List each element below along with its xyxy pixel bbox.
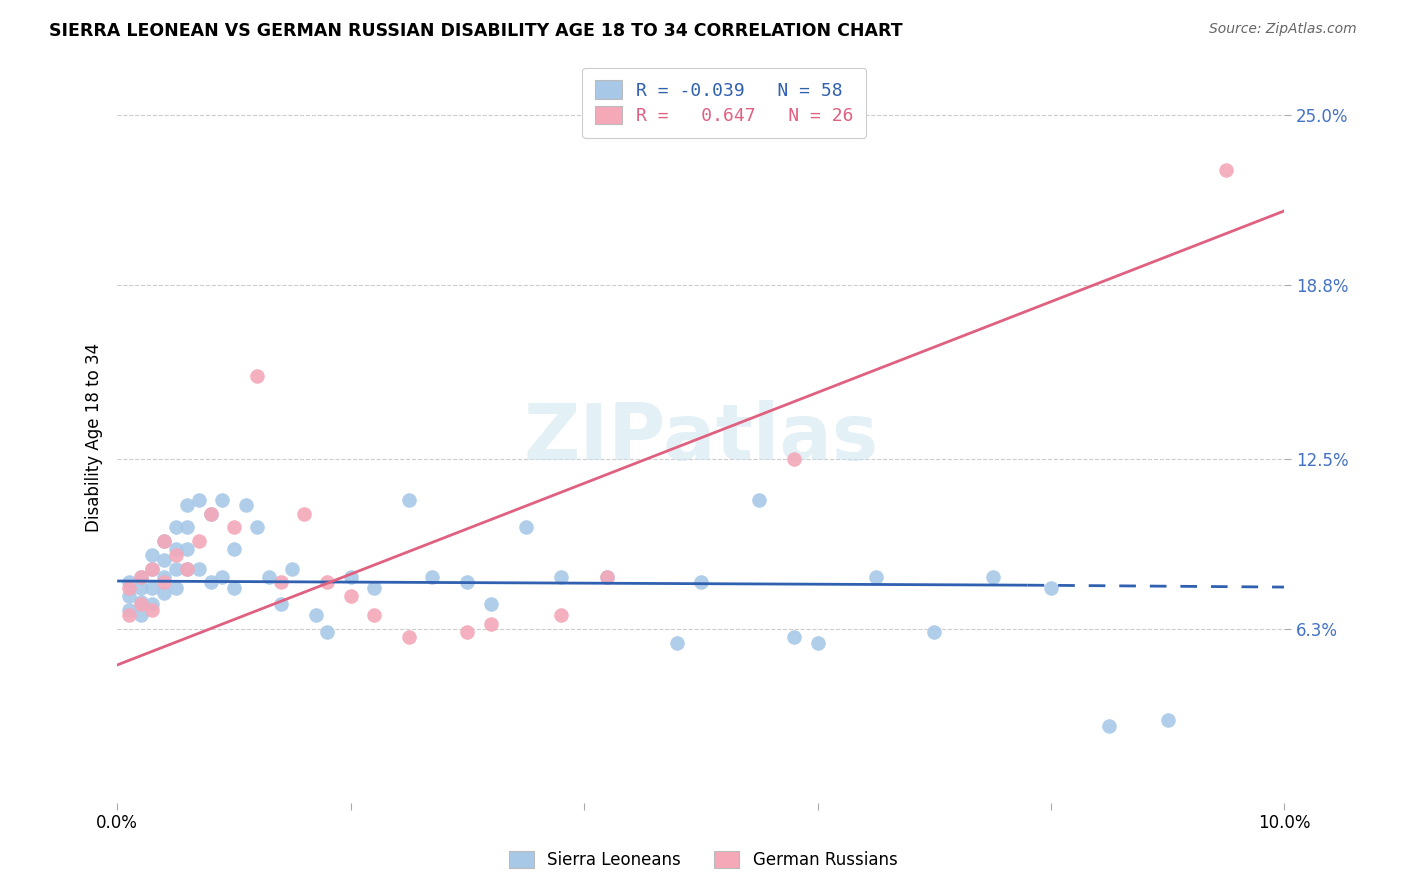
Point <box>141 603 163 617</box>
Point <box>118 603 141 617</box>
Point <box>270 598 292 612</box>
Point <box>153 553 176 567</box>
Point <box>316 624 339 639</box>
Point <box>304 608 326 623</box>
Point <box>153 534 176 549</box>
Point <box>689 575 711 590</box>
Legend: R = -0.039   N = 58, R =   0.647   N = 26: R = -0.039 N = 58, R = 0.647 N = 26 <box>582 68 866 138</box>
Point <box>211 570 233 584</box>
Point <box>456 624 478 639</box>
Y-axis label: Disability Age 18 to 34: Disability Age 18 to 34 <box>86 343 103 533</box>
Point <box>118 575 141 590</box>
Point <box>246 520 269 534</box>
Point <box>222 520 245 534</box>
Point <box>420 570 443 584</box>
Point <box>129 598 152 612</box>
Text: SIERRA LEONEAN VS GERMAN RUSSIAN DISABILITY AGE 18 TO 34 CORRELATION CHART: SIERRA LEONEAN VS GERMAN RUSSIAN DISABIL… <box>49 22 903 40</box>
Point <box>865 570 887 584</box>
Point <box>165 548 187 562</box>
Point <box>292 507 315 521</box>
Point <box>176 520 198 534</box>
Point <box>596 570 619 584</box>
Point <box>257 570 280 584</box>
Point <box>165 520 187 534</box>
Point <box>281 561 304 575</box>
Point <box>141 561 163 575</box>
Point <box>806 636 828 650</box>
Point <box>200 507 222 521</box>
Point <box>456 575 478 590</box>
Point <box>235 499 257 513</box>
Point <box>1156 713 1178 727</box>
Point <box>515 520 537 534</box>
Point <box>1039 581 1062 595</box>
Point <box>153 534 176 549</box>
Point <box>165 561 187 575</box>
Point <box>246 369 269 384</box>
Point <box>1098 718 1121 732</box>
Point <box>153 575 176 590</box>
Point <box>316 575 339 590</box>
Point <box>176 542 198 557</box>
Point <box>222 542 245 557</box>
Point <box>165 581 187 595</box>
Point <box>398 631 420 645</box>
Point <box>141 581 163 595</box>
Point <box>118 581 141 595</box>
Point <box>363 581 385 595</box>
Text: Source: ZipAtlas.com: Source: ZipAtlas.com <box>1209 22 1357 37</box>
Text: ZIPatlas: ZIPatlas <box>523 400 879 476</box>
Point <box>176 561 198 575</box>
Point <box>129 595 152 609</box>
Point <box>339 589 361 603</box>
Point <box>118 608 141 623</box>
Point <box>666 636 689 650</box>
Point <box>783 451 806 466</box>
Point <box>176 499 198 513</box>
Point <box>222 581 245 595</box>
Point <box>783 631 806 645</box>
Point <box>398 492 420 507</box>
Point <box>141 548 163 562</box>
Point <box>118 589 141 603</box>
Point <box>129 581 152 595</box>
Point <box>141 598 163 612</box>
Point <box>550 608 572 623</box>
Point <box>129 608 152 623</box>
Point <box>922 624 945 639</box>
Point <box>270 575 292 590</box>
Point <box>176 561 198 575</box>
Point <box>200 575 222 590</box>
Point <box>153 586 176 600</box>
Point <box>211 492 233 507</box>
Point <box>165 542 187 557</box>
Point <box>479 616 502 631</box>
Point <box>129 570 152 584</box>
Point <box>141 561 163 575</box>
Point <box>596 570 619 584</box>
Point <box>153 570 176 584</box>
Point <box>479 598 502 612</box>
Point <box>129 570 152 584</box>
Point <box>200 507 222 521</box>
Point <box>748 492 770 507</box>
Point <box>339 570 361 584</box>
Point <box>363 608 385 623</box>
Legend: Sierra Leoneans, German Russians: Sierra Leoneans, German Russians <box>499 841 907 880</box>
Point <box>1215 162 1237 177</box>
Point <box>981 570 1004 584</box>
Point <box>187 492 209 507</box>
Point <box>187 534 209 549</box>
Point <box>550 570 572 584</box>
Point <box>187 561 209 575</box>
